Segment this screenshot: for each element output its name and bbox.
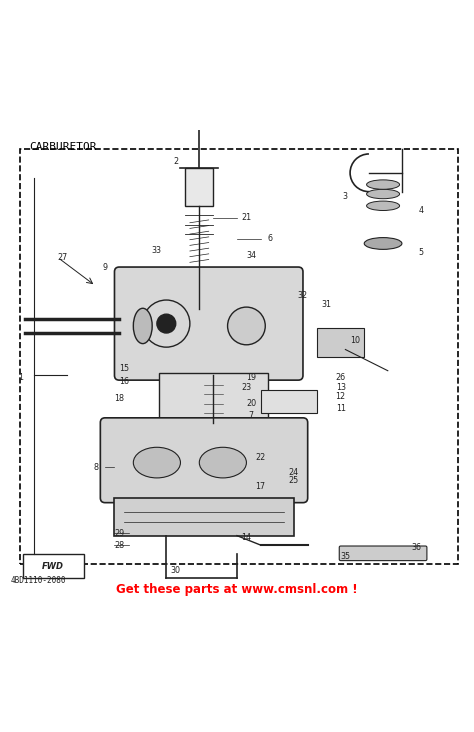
- Text: 20: 20: [246, 399, 256, 408]
- Text: 36: 36: [411, 543, 421, 552]
- Text: 29: 29: [114, 529, 124, 538]
- Text: 3: 3: [343, 192, 348, 201]
- Text: 8: 8: [93, 463, 98, 472]
- Text: 28: 28: [114, 540, 124, 550]
- FancyBboxPatch shape: [261, 389, 317, 413]
- FancyBboxPatch shape: [100, 418, 308, 503]
- Ellipse shape: [366, 190, 400, 198]
- Text: 16: 16: [119, 376, 129, 386]
- Text: 19: 19: [246, 373, 256, 382]
- Ellipse shape: [133, 308, 152, 343]
- Text: 31: 31: [321, 300, 331, 309]
- Text: 2: 2: [173, 157, 178, 165]
- Text: 7: 7: [248, 411, 254, 420]
- Text: CARBURETOR: CARBURETOR: [30, 142, 97, 152]
- Text: 24: 24: [289, 468, 299, 477]
- Text: 25: 25: [288, 476, 299, 485]
- Text: 4BD1110-2080: 4BD1110-2080: [11, 576, 66, 585]
- Text: 33: 33: [152, 246, 162, 255]
- Ellipse shape: [364, 238, 402, 250]
- Text: 4: 4: [418, 206, 423, 215]
- FancyBboxPatch shape: [185, 168, 213, 206]
- Text: 1: 1: [18, 373, 23, 382]
- Text: 5: 5: [418, 248, 423, 258]
- Text: 23: 23: [241, 383, 252, 392]
- Text: 35: 35: [340, 553, 350, 561]
- Text: 22: 22: [255, 453, 266, 463]
- Text: 9: 9: [102, 263, 108, 272]
- FancyBboxPatch shape: [159, 373, 268, 425]
- FancyBboxPatch shape: [317, 329, 364, 356]
- Ellipse shape: [133, 447, 181, 478]
- Ellipse shape: [199, 447, 246, 478]
- Text: 13: 13: [336, 383, 346, 392]
- Text: 27: 27: [57, 253, 68, 262]
- Circle shape: [228, 307, 265, 345]
- Text: 30: 30: [171, 567, 181, 575]
- Text: 17: 17: [255, 482, 265, 490]
- Text: FWD: FWD: [42, 561, 64, 571]
- FancyBboxPatch shape: [115, 267, 303, 380]
- FancyBboxPatch shape: [339, 546, 427, 561]
- Text: 26: 26: [336, 373, 346, 382]
- Text: 6: 6: [267, 234, 273, 243]
- Text: 15: 15: [119, 364, 129, 373]
- Text: 18: 18: [114, 395, 124, 403]
- Text: 14: 14: [241, 534, 251, 542]
- Text: 34: 34: [246, 251, 256, 260]
- Ellipse shape: [366, 201, 400, 211]
- Text: 10: 10: [350, 335, 360, 345]
- Circle shape: [157, 314, 176, 333]
- Text: 11: 11: [336, 404, 346, 413]
- Ellipse shape: [366, 180, 400, 190]
- Text: 21: 21: [241, 213, 252, 222]
- Text: Get these parts at www.cmsnl.com !: Get these parts at www.cmsnl.com !: [116, 583, 358, 596]
- Text: 12: 12: [336, 392, 346, 401]
- FancyBboxPatch shape: [115, 498, 293, 536]
- FancyBboxPatch shape: [23, 554, 84, 578]
- Text: 32: 32: [298, 291, 308, 300]
